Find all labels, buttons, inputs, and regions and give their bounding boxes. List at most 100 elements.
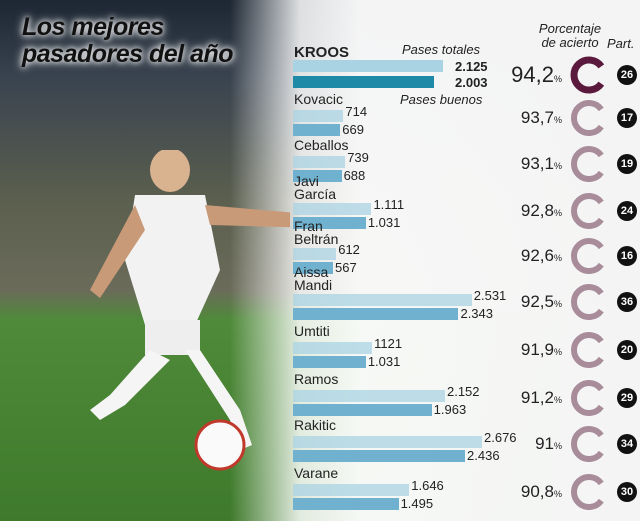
accuracy-ring-icon bbox=[571, 146, 604, 182]
accuracy-percent: 90,8% bbox=[520, 482, 562, 501]
player-name: Rakitic bbox=[294, 417, 337, 433]
percent-sign: % bbox=[553, 208, 562, 218]
total-passes-label: 2.152 bbox=[446, 384, 480, 399]
matches-played-badge: 29 bbox=[617, 388, 637, 408]
bar-total-passes bbox=[293, 203, 372, 215]
percent-sign: % bbox=[553, 395, 562, 405]
good-passes-label: 669 bbox=[342, 122, 364, 137]
accuracy-percent: 91% bbox=[535, 434, 562, 453]
accuracy-ring-icon bbox=[571, 100, 604, 136]
header-total-passes: Pases totales bbox=[402, 42, 481, 57]
good-passes-label: 688 bbox=[343, 168, 366, 183]
accuracy-arc bbox=[571, 380, 604, 416]
accuracy-ring-icon bbox=[571, 332, 604, 368]
accuracy-percent: 92,8% bbox=[520, 201, 562, 220]
player-name: Varane bbox=[294, 465, 339, 481]
total-passes-label: 714 bbox=[345, 104, 368, 119]
matches-played-badge: 30 bbox=[617, 482, 637, 502]
bar-good-passes bbox=[293, 76, 435, 88]
good-passes-label: 2.436 bbox=[467, 448, 500, 463]
matches-played-badge: 26 bbox=[617, 65, 637, 85]
matches-played-badge: 34 bbox=[617, 434, 637, 454]
bar-good-passes bbox=[293, 170, 342, 182]
accuracy-percent: 91,2% bbox=[520, 388, 562, 407]
bar-good-passes bbox=[293, 262, 334, 274]
bar-good-passes bbox=[293, 217, 366, 229]
bar-total-passes bbox=[293, 156, 346, 168]
accuracy-arc bbox=[570, 56, 605, 94]
percent-sign: % bbox=[553, 347, 562, 357]
bar-good-passes bbox=[293, 124, 341, 136]
accuracy-percent: 93,1% bbox=[520, 154, 562, 173]
header-matches: Part. bbox=[607, 36, 635, 51]
matches-played-badge: 16 bbox=[617, 246, 637, 266]
player-photo bbox=[90, 150, 290, 471]
good-passes-label: 2.343 bbox=[460, 306, 494, 321]
accuracy-ring-icon bbox=[571, 284, 604, 320]
accuracy-percent: 94,2% bbox=[511, 62, 562, 87]
player-name: KROOS bbox=[294, 44, 350, 61]
good-passes-label: 1.963 bbox=[433, 402, 467, 417]
total-passes-label: 2.125 bbox=[455, 59, 488, 74]
good-passes-label: 1.031 bbox=[367, 354, 401, 369]
matches-played-badge: 19 bbox=[617, 154, 637, 174]
accuracy-arc bbox=[571, 474, 604, 510]
bar-total-passes bbox=[293, 60, 444, 72]
accuracy-ring-icon bbox=[571, 380, 604, 416]
bar-total-passes bbox=[293, 294, 472, 306]
player-name: Ramos bbox=[294, 371, 339, 387]
header-good-passes: Pases buenos bbox=[400, 92, 483, 107]
bar-total-passes bbox=[293, 436, 482, 448]
total-passes-label: 739 bbox=[347, 150, 369, 165]
accuracy-arc bbox=[571, 146, 604, 182]
player-name: Aissa Mandi bbox=[294, 264, 333, 293]
total-passes-label: 1.111 bbox=[373, 197, 405, 212]
percent-sign: % bbox=[553, 299, 562, 309]
accuracy-ring-icon bbox=[571, 193, 604, 229]
matches-played-badge: 24 bbox=[617, 201, 637, 221]
player-name: Javi García bbox=[294, 173, 337, 202]
percent-sign: % bbox=[553, 253, 562, 263]
accuracy-percent: 91,9% bbox=[520, 340, 562, 359]
bar-total-passes bbox=[293, 484, 410, 496]
total-passes-label: 612 bbox=[338, 242, 360, 257]
bar-good-passes bbox=[293, 404, 432, 416]
bar-total-passes bbox=[293, 110, 344, 122]
player-name: Fran Beltrán bbox=[294, 218, 339, 247]
accuracy-percent: 93,7% bbox=[520, 108, 562, 127]
player-name: Ceballos bbox=[294, 137, 349, 153]
matches-played-badge: 20 bbox=[617, 340, 637, 360]
percent-sign: % bbox=[553, 161, 562, 171]
good-passes-label: 1.031 bbox=[367, 215, 401, 230]
accuracy-ring-icon bbox=[570, 56, 605, 94]
accuracy-arc bbox=[571, 100, 604, 136]
total-passes-label: 1121 bbox=[374, 336, 403, 351]
accuracy-arc bbox=[571, 284, 604, 320]
accuracy-percent: 92,5% bbox=[520, 292, 562, 311]
accuracy-arc bbox=[571, 238, 604, 274]
good-passes-label: 567 bbox=[335, 260, 357, 275]
accuracy-ring-icon bbox=[571, 474, 604, 510]
accuracy-arc bbox=[571, 426, 604, 462]
total-passes-label: 1.646 bbox=[411, 478, 444, 493]
accuracy-ring-icon bbox=[571, 238, 604, 274]
percent-sign: % bbox=[553, 115, 562, 125]
bar-good-passes bbox=[293, 308, 459, 320]
accuracy-ring-icon bbox=[571, 426, 604, 462]
total-passes-label: 2.531 bbox=[473, 288, 507, 303]
good-passes-label: 2.003 bbox=[455, 75, 488, 90]
percent-sign: % bbox=[553, 441, 562, 451]
bar-total-passes bbox=[293, 248, 337, 260]
bar-total-passes bbox=[293, 342, 373, 354]
header-accuracy: Porcentaje de acierto bbox=[538, 21, 602, 50]
player-name: Kovacic bbox=[294, 91, 344, 107]
percent-sign: % bbox=[553, 489, 562, 499]
player-name: Umtiti bbox=[294, 323, 330, 339]
good-passes-label: 1.495 bbox=[400, 496, 434, 511]
bar-good-passes bbox=[293, 450, 466, 462]
total-passes-label: 2.676 bbox=[484, 430, 517, 445]
bar-good-passes bbox=[293, 356, 366, 368]
accuracy-arc bbox=[571, 193, 604, 229]
percent-sign: % bbox=[553, 74, 562, 84]
accuracy-arc bbox=[571, 332, 604, 368]
